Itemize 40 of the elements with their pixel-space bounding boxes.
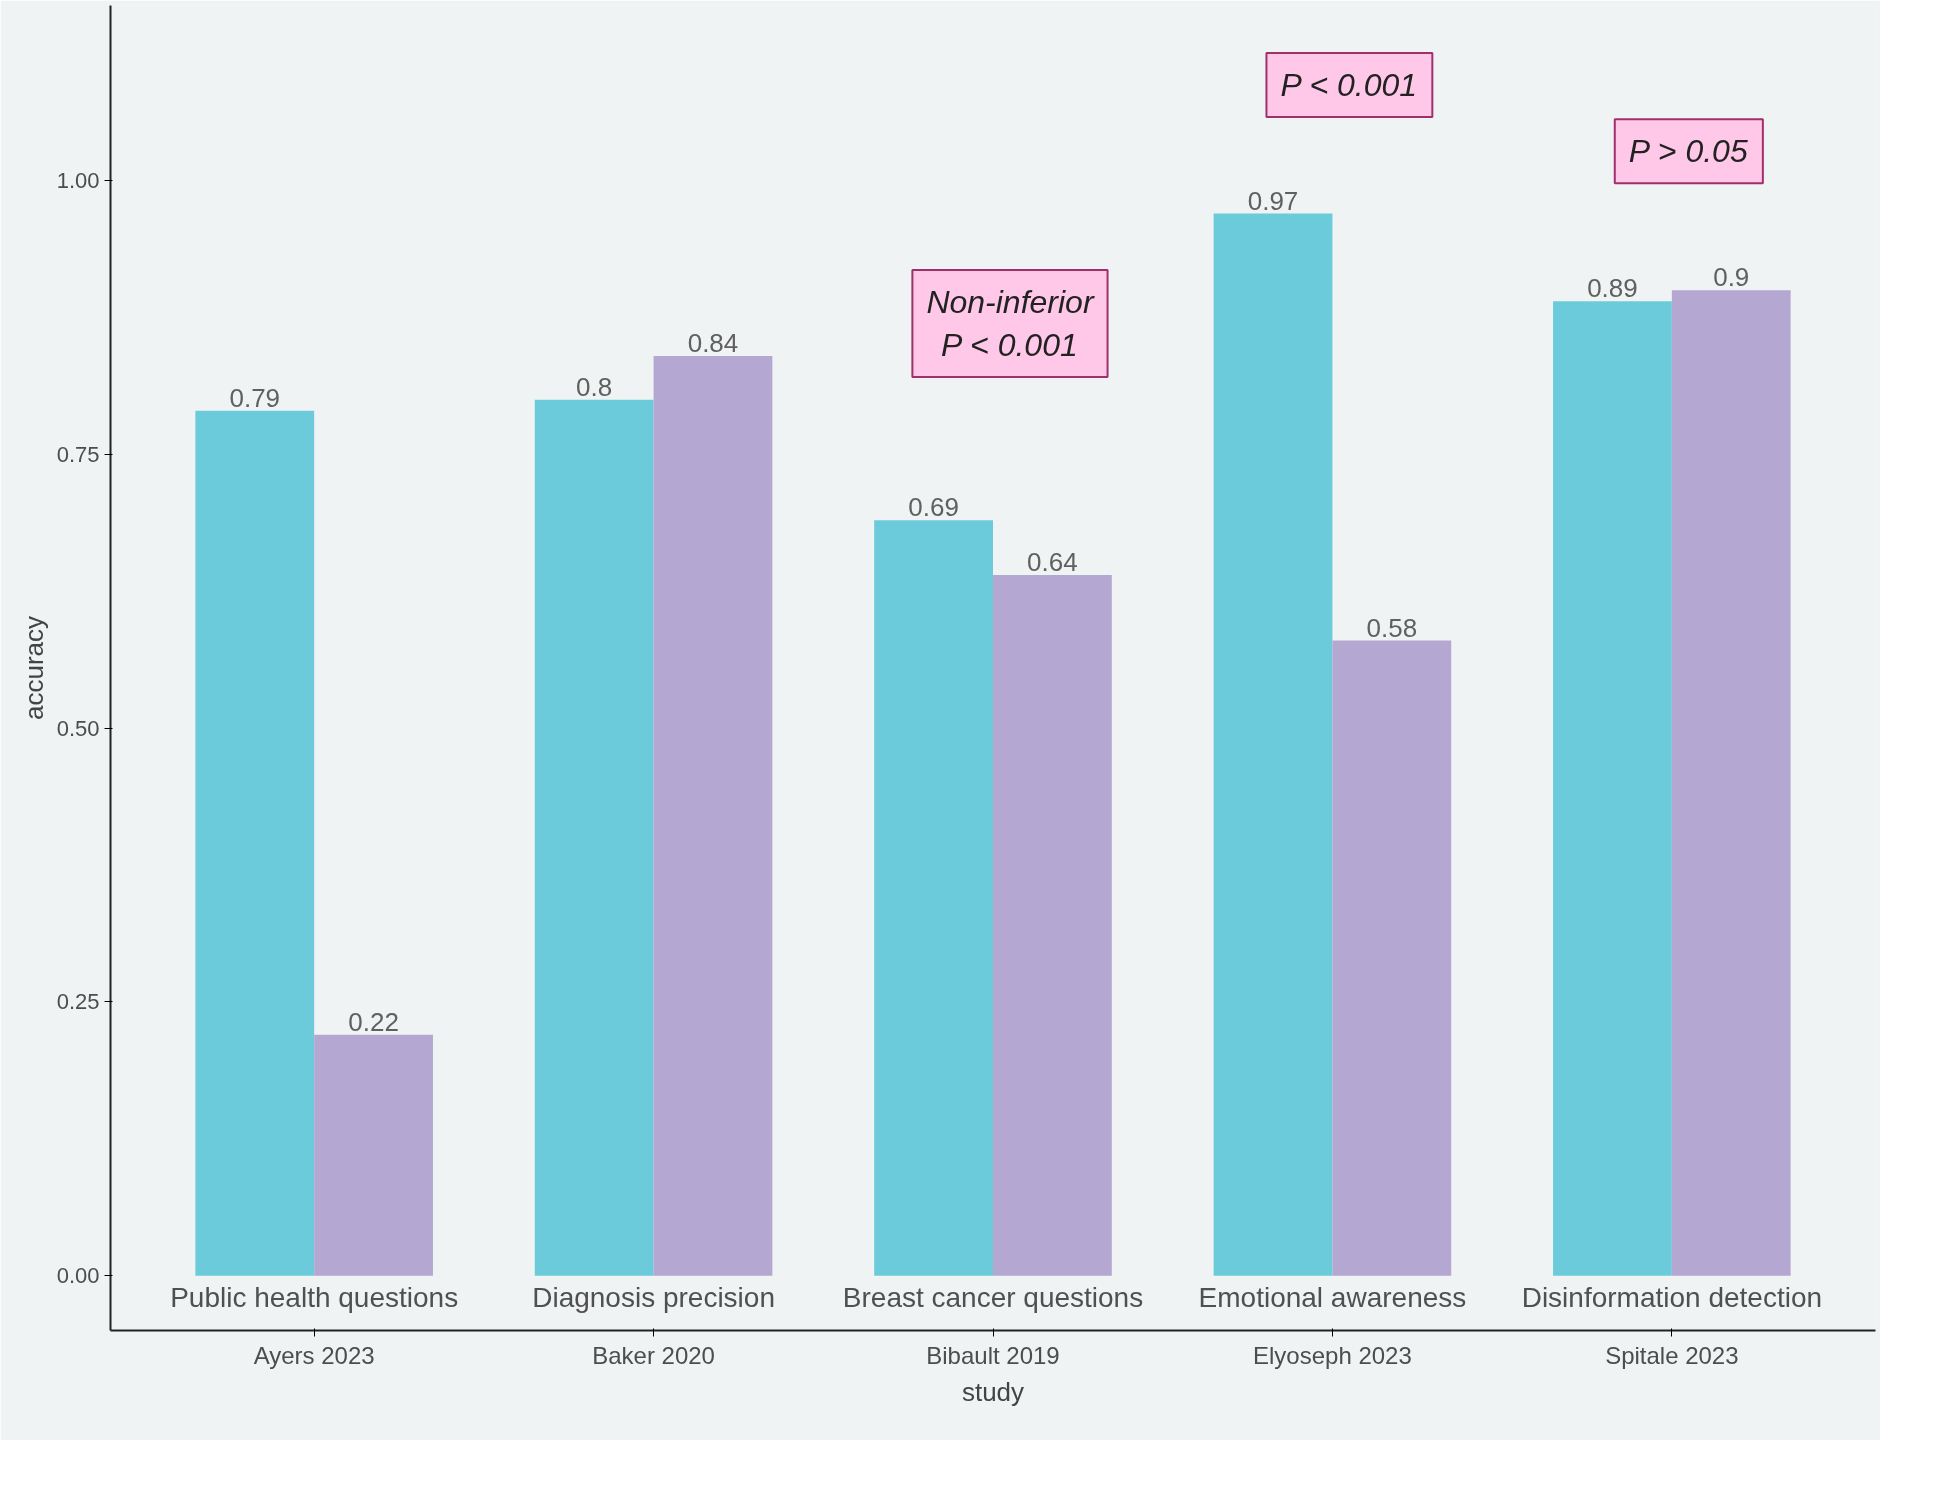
y-tick-label: 0.75 bbox=[56, 441, 100, 467]
data-label: 0.84 bbox=[687, 327, 739, 358]
data-label: 0.8 bbox=[576, 371, 613, 402]
annotation: Non-inferior P < 0.001 bbox=[926, 283, 1095, 364]
data-label: 0.22 bbox=[348, 1006, 399, 1037]
bar bbox=[874, 520, 993, 1276]
annotation: Emotional awareness bbox=[1198, 1281, 1467, 1313]
bar bbox=[534, 399, 654, 1276]
bar bbox=[1553, 301, 1672, 1276]
data-label: 0.79 bbox=[229, 382, 281, 413]
data-label: 0.9 bbox=[1713, 262, 1750, 293]
x-tick-label: Elyoseph 2023 bbox=[1253, 1341, 1412, 1369]
x-tick-label: Bibault 2019 bbox=[926, 1341, 1060, 1369]
annotation: Diagnosis precision bbox=[532, 1281, 775, 1313]
bar bbox=[993, 574, 1112, 1276]
data-label: 0.64 bbox=[1027, 546, 1078, 577]
bar bbox=[653, 355, 773, 1276]
bar bbox=[1332, 640, 1452, 1276]
x-tick-label: Ayers 2023 bbox=[253, 1341, 375, 1369]
y-tick-label: 0.00 bbox=[56, 1263, 100, 1289]
x-tick-label: Spitale 2023 bbox=[1605, 1341, 1739, 1369]
y-tick-label: 0.25 bbox=[56, 989, 100, 1015]
x-axis-title: study bbox=[961, 1376, 1025, 1407]
y-axis-title: accuracy bbox=[18, 615, 49, 721]
bar bbox=[314, 1034, 433, 1276]
data-label: 0.89 bbox=[1587, 273, 1638, 304]
x-tick-label: Baker 2020 bbox=[592, 1341, 715, 1369]
y-tick-label: 0.50 bbox=[56, 715, 100, 741]
data-label: 0.58 bbox=[1366, 612, 1418, 643]
data-label: 0.97 bbox=[1247, 185, 1299, 216]
annotation: P < 0.001 bbox=[1280, 67, 1418, 103]
bar bbox=[1213, 213, 1333, 1276]
data-label: 0.69 bbox=[908, 492, 959, 523]
annotation: P > 0.05 bbox=[1628, 133, 1748, 170]
bar bbox=[1671, 290, 1791, 1276]
y-tick-label: 1.00 bbox=[56, 168, 100, 194]
bar bbox=[195, 410, 315, 1276]
annotation: Disinformation detection bbox=[1521, 1281, 1823, 1313]
annotation: Public health questions bbox=[170, 1281, 459, 1313]
annotation: Breast cancer questions bbox=[842, 1281, 1144, 1313]
